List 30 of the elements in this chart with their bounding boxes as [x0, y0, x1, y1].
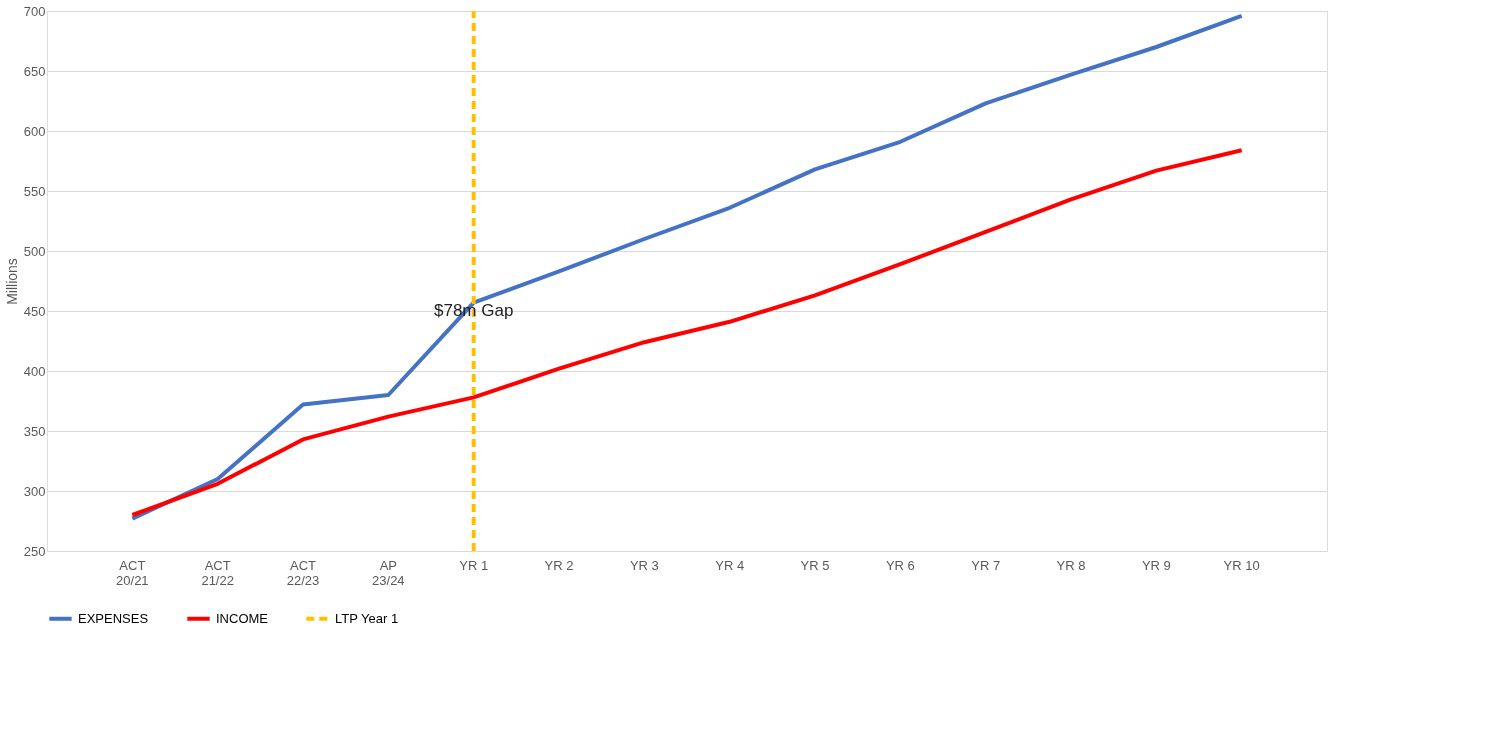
legend-label: INCOME: [216, 610, 269, 626]
y-tick-label: 700: [23, 3, 46, 19]
x-tick-label: YR 3: [629, 557, 659, 573]
y-tick-label: 450: [23, 303, 46, 319]
x-tick-label: AP 23/24: [372, 557, 405, 588]
x-tick-label: YR 1: [459, 557, 489, 573]
x-tick-label: ACT 20/21: [116, 557, 149, 588]
y-tick-label: 550: [23, 183, 46, 199]
y-tick-label: 600: [23, 123, 46, 139]
x-tick-label: ACT 21/22: [201, 557, 234, 588]
legend-label: EXPENSES: [78, 610, 149, 626]
x-tick-label: YR 2: [544, 557, 574, 573]
x-tick-label: YR 9: [1141, 557, 1171, 573]
x-tick-label: YR 8: [1056, 557, 1086, 573]
x-tick-label: YR 5: [800, 557, 830, 573]
y-tick-label: 650: [23, 63, 46, 79]
x-tick-label: YR 7: [971, 557, 1001, 573]
y-tick-label: 250: [23, 543, 46, 559]
y-axis-title: Millions: [3, 258, 20, 305]
y-tick-label: 500: [23, 243, 46, 259]
y-tick-label: 350: [23, 423, 46, 439]
x-tick-label: YR 4: [715, 557, 745, 573]
y-tick-label: 300: [23, 483, 46, 499]
x-tick-label: ACT 22/23: [286, 557, 320, 588]
x-tick-label: YR 10: [1223, 557, 1260, 573]
y-tick-label: 400: [23, 363, 46, 379]
line-series: [130, 148, 1244, 517]
line-series: [130, 13, 1244, 521]
legend-label: LTP Year 1: [335, 610, 399, 626]
x-tick-label: YR 6: [885, 557, 915, 573]
